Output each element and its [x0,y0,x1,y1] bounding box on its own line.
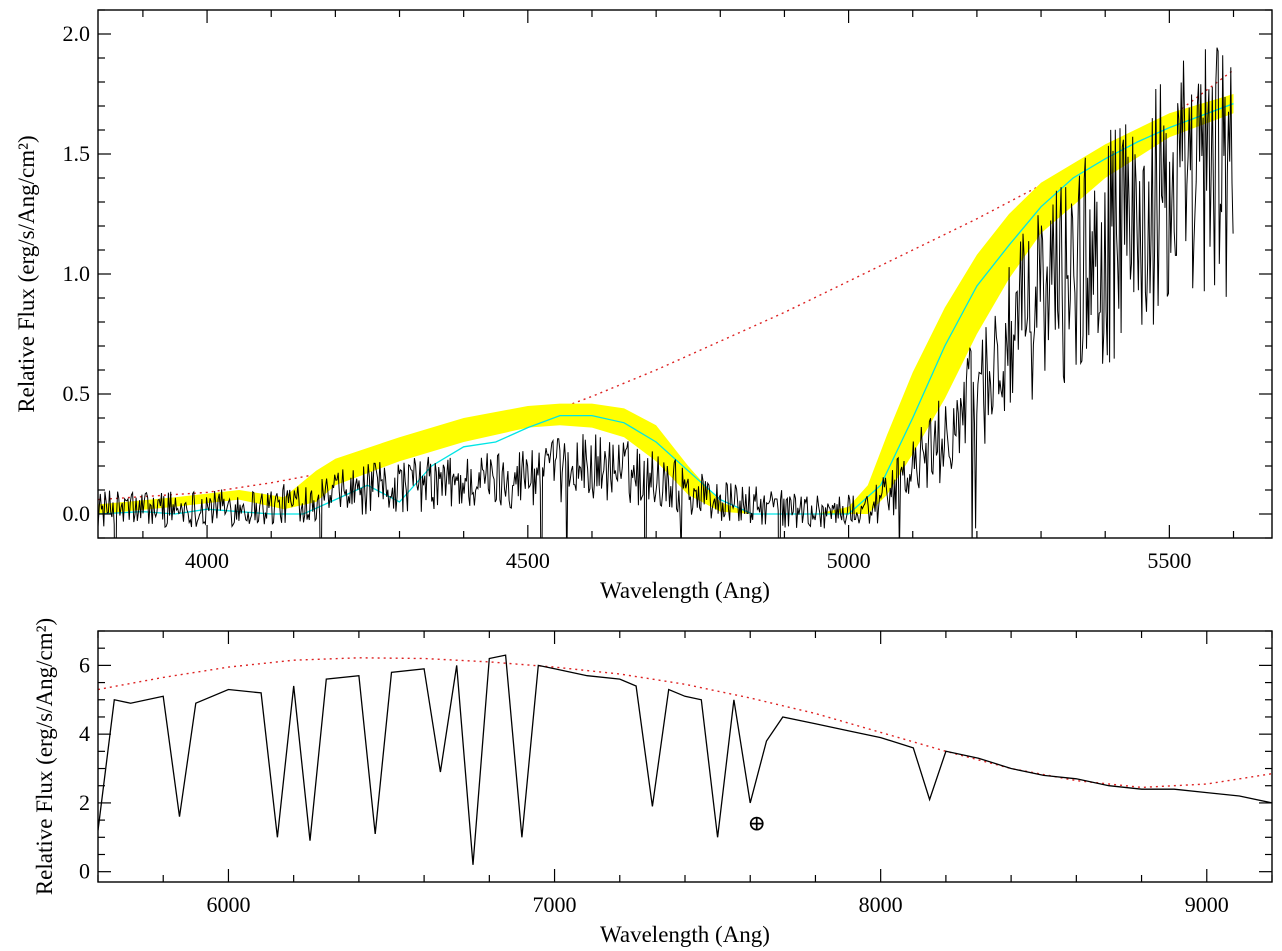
bottom-panel: 6000 7000 8000 9000 0 2 4 6 Wavelength (Ang) Rela… [32,618,1273,947]
y-tick-label: 4 [79,721,90,746]
x-tick-label: 5000 [827,548,871,573]
x-tick-label: 9000 [1185,892,1229,917]
y-tick-label: 1.0 [63,261,91,286]
y-tick-label: 0.5 [63,381,91,406]
x-tick-label: 8000 [859,892,903,917]
x-axis-label: Wavelength (Ang) [600,922,770,947]
telluric-annotation: ⊕ [748,810,766,835]
plot-area [98,47,1234,538]
x-tick-label: 4500 [506,548,550,573]
y-tick-label: 1.5 [63,141,91,166]
y-axis-label: Relative Flux (erg/s/Ang/cm²) [14,135,39,412]
plot-area [98,654,1272,865]
x-tick-label: 4000 [185,548,229,573]
y-tick-label: 0.0 [63,501,91,526]
y-tick-label: 6 [79,652,90,677]
x-tick-label: 6000 [206,892,250,917]
top-panel: 4000 4500 5000 5500 0.0 0.5 1.0 1.5 2.0 Wavelengt… [14,9,1273,603]
model-spectrum-line [98,102,1234,515]
x-axis-label: Wavelength (Ang) [600,578,770,603]
observed-spectrum-line [98,47,1234,538]
plot-frame [97,9,1273,539]
continuum-line [98,657,1272,789]
observed-spectrum-line [98,654,1272,865]
y-tick-label: 2 [79,790,90,815]
plot-frame [97,630,1273,883]
x-tick-label: 7000 [533,892,577,917]
x-tick-label: 5500 [1147,548,1191,573]
y-tick-label: 2.0 [63,21,91,46]
continuum-line [98,69,1234,501]
y-axis-label: Relative Flux (erg/s/Ang/cm²) [32,618,57,895]
y-tick-label: 0 [79,859,90,884]
